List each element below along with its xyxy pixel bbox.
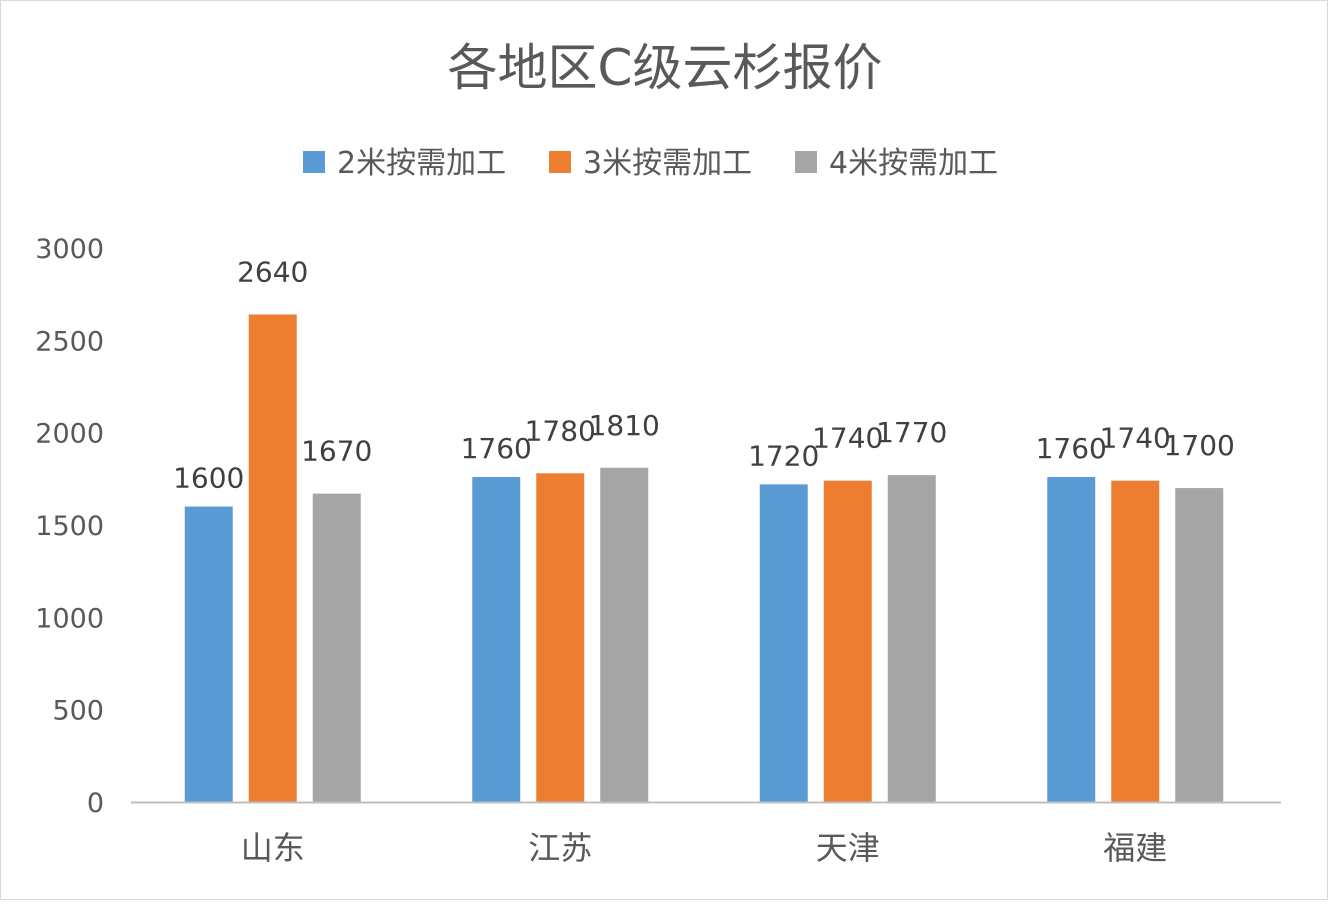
bar-3m — [248, 314, 297, 802]
bars — [184, 314, 1224, 802]
legend-label: 3米按需加工 — [583, 146, 752, 181]
y-tick-label: 0 — [87, 788, 104, 819]
bar-4m — [1175, 488, 1224, 802]
x-category-label: 天津 — [816, 829, 880, 867]
legend-swatch — [549, 151, 571, 173]
data-label: 1760 — [1036, 432, 1107, 465]
y-tick-label: 2500 — [35, 326, 104, 357]
data-label: 1780 — [525, 414, 596, 447]
bar-3m — [823, 480, 872, 802]
data-label: 1810 — [589, 409, 660, 442]
y-tick-label: 1000 — [35, 603, 104, 634]
legend-swatch — [303, 151, 325, 173]
y-tick-label: 2000 — [35, 419, 104, 450]
x-category-label: 山东 — [241, 829, 305, 867]
data-label: 1720 — [748, 439, 819, 472]
y-tick-label: 3000 — [35, 234, 104, 265]
x-axis: 山东 江苏 天津 福建 — [131, 801, 1281, 867]
y-tick-label: 500 — [52, 696, 104, 727]
bar-2m — [472, 476, 521, 802]
data-label: 1670 — [301, 435, 372, 468]
bar-4m — [600, 467, 649, 802]
bar-4m — [312, 493, 361, 802]
legend-swatch — [795, 151, 817, 173]
bar-2m — [184, 506, 233, 802]
data-label: 2640 — [237, 255, 308, 288]
data-label: 1760 — [461, 432, 532, 465]
x-category-label: 福建 — [1103, 829, 1167, 867]
data-label: 1600 — [173, 462, 244, 495]
bar-3m — [536, 473, 585, 802]
bar-3m — [1111, 480, 1160, 802]
chart-title: 各地区C级云杉报价 — [448, 39, 883, 97]
legend-label: 4米按需加工 — [829, 146, 998, 181]
x-category-label: 江苏 — [528, 829, 592, 867]
y-axis: 0 500 1000 1500 2000 2500 3000 — [35, 234, 104, 819]
data-label: 1770 — [876, 416, 947, 449]
data-label: 1700 — [1164, 429, 1235, 462]
data-label: 1740 — [1100, 422, 1171, 455]
bar-2m — [1047, 476, 1096, 802]
bar-2m — [759, 484, 808, 802]
legend-label: 2米按需加工 — [337, 146, 506, 181]
bar-4m — [887, 475, 936, 802]
legend: 2米按需加工 3米按需加工 4米按需加工 — [303, 146, 998, 181]
data-label: 1740 — [812, 422, 883, 455]
y-tick-label: 1500 — [35, 511, 104, 542]
